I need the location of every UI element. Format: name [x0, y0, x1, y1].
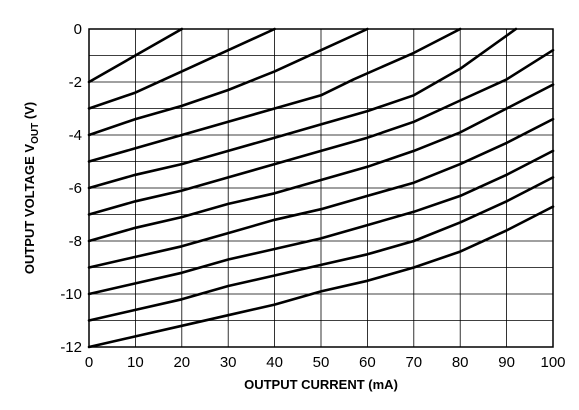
- series-lines: [87, 27, 555, 349]
- y-axis-title-main: OUTPUT VOLTAGE V: [22, 144, 37, 275]
- y-tick-labels: 0 -2 -4 -6 -8 -10 -12: [60, 21, 82, 356]
- y-tick-label: 0: [74, 21, 82, 38]
- series-line-8: [87, 117, 555, 269]
- x-tick-label: 40: [266, 354, 283, 371]
- series-line-3: [87, 27, 369, 137]
- y-tick-label: -6: [69, 180, 82, 197]
- series-line-10: [87, 176, 555, 322]
- x-tick-label: 0: [85, 354, 93, 371]
- y-axis-title: OUTPUT VOLTAGE VOUT (V): [22, 102, 41, 274]
- x-tick-label: 20: [173, 354, 190, 371]
- series-line-7: [87, 83, 555, 243]
- series-line-4: [87, 27, 462, 163]
- series-line-1: [87, 27, 184, 84]
- grid-lines: [88, 28, 554, 348]
- x-tick-label: 30: [220, 354, 237, 371]
- y-tick-label: -2: [69, 74, 82, 91]
- x-tick-label: 10: [127, 354, 144, 371]
- x-tick-label: 50: [313, 354, 330, 371]
- series-line-5: [87, 27, 518, 190]
- y-axis-title-subscript: OUT: [30, 123, 41, 144]
- series-line-6: [87, 48, 555, 216]
- x-tick-labels: 0 10 20 30 40 50 60 70 80 90 100: [85, 354, 566, 371]
- series-line-9: [87, 149, 555, 296]
- x-tick-label: 100: [540, 354, 565, 371]
- x-tick-label: 80: [452, 354, 469, 371]
- y-tick-label: -10: [60, 286, 82, 303]
- y-tick-label: -12: [60, 339, 82, 356]
- y-axis-title-unit: (V): [22, 102, 37, 123]
- y-tick-label: -8: [69, 233, 82, 250]
- x-axis-title: OUTPUT CURRENT (mA): [244, 377, 398, 392]
- series-line-2: [87, 27, 276, 110]
- x-tick-label: 70: [405, 354, 422, 371]
- x-tick-label: 60: [359, 354, 376, 371]
- y-tick-label: -4: [69, 127, 82, 144]
- x-tick-label: 90: [498, 354, 515, 371]
- series-line-11: [87, 205, 555, 349]
